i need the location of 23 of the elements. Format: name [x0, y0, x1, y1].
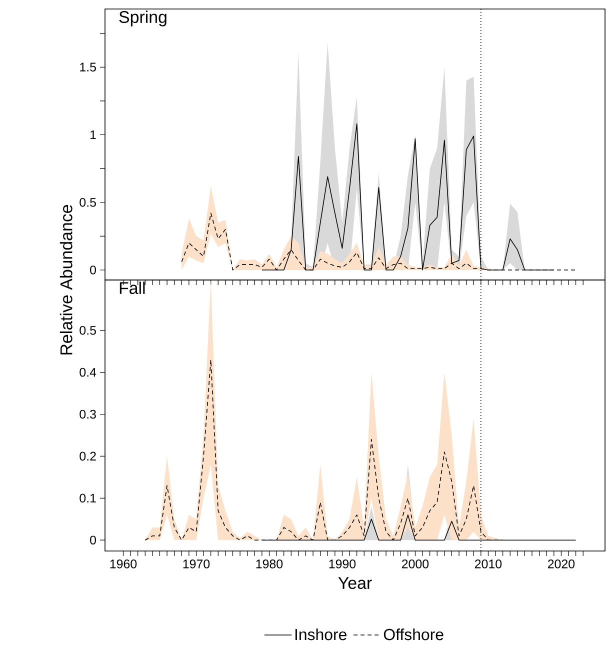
y-axis-title: Relative Abundance — [60, 204, 72, 354]
x-axis-title: Year — [338, 577, 372, 590]
x-tick-label: 1970 — [183, 560, 210, 568]
y-tick-label: 0 — [90, 266, 96, 274]
y-tick-label: 0.5 — [80, 198, 96, 207]
x-tick-label: 2010 — [474, 560, 502, 568]
chart-title: Fall — [120, 282, 145, 294]
x-tick-label: 1980 — [256, 560, 283, 568]
y-tick-label: 0.4 — [80, 368, 96, 377]
y-tick-label: 1 — [90, 130, 96, 140]
y-tick-label: 0.5 — [80, 326, 96, 335]
y-tick-label: 0.3 — [80, 410, 96, 419]
legend-label: Inshore — [295, 628, 346, 640]
x-tick-label: 1960 — [110, 560, 137, 568]
x-tick-label: 2000 — [402, 560, 429, 568]
x-tick-label: 2020 — [548, 560, 575, 568]
x-tick-label: 1990 — [329, 560, 356, 568]
y-tick-label: 0.1 — [80, 494, 96, 503]
y-tick-label: 1.5 — [80, 62, 96, 72]
y-tick-label: 0.2 — [80, 452, 96, 461]
chart-title: Spring — [119, 10, 166, 26]
y-tick-label: 0 — [90, 536, 96, 545]
legend-label: Offshore — [384, 628, 444, 640]
